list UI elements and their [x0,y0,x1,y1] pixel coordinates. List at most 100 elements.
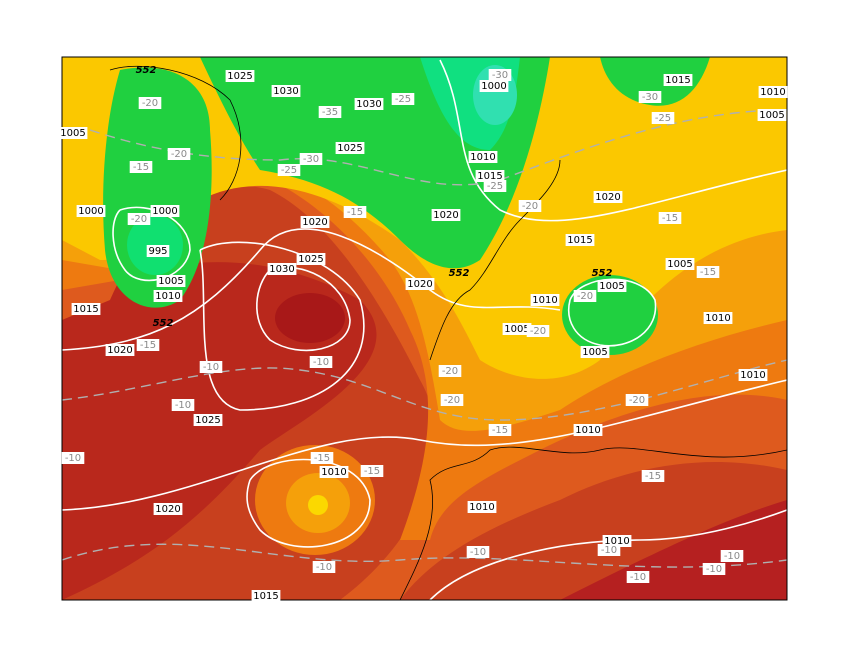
temperature-label-text: -10 [630,572,646,583]
pressure-label-box [703,312,733,324]
pressure-label-text: 1015 [567,235,592,246]
pressure-label: 1010 [573,424,603,436]
temperature-label: -20 [573,290,597,302]
temperature-label-text: -10 [313,357,329,368]
temperature-label-box [466,546,490,558]
temperature-label: -20 [138,97,162,109]
pressure-label-text: 1010 [321,467,346,478]
pressure-label-box [565,234,595,246]
pressure-label-text: 1020 [433,210,458,221]
pressure-label: 1030 [354,98,384,110]
pressure-label-text: 1010 [760,87,785,98]
pressure-label-text: 1005 [60,128,85,139]
coastline [109,65,242,201]
temperature-label-box [138,97,162,109]
pressure-label-text: 1015 [253,591,278,602]
temperature-label: -15 [310,452,334,464]
temperature-label: -15 [658,212,682,224]
pressure-label-box [335,142,365,154]
height-label-text: 552 [136,65,157,76]
pressure-label-text: 1020 [407,279,432,290]
temperature-label-box [61,452,85,464]
temperature-label: -10 [597,544,621,556]
isobar [568,278,657,347]
temperature-label: -20 [438,365,462,377]
temperature-label-text: -15 [700,267,716,278]
pressure-label: 1000 [479,80,509,92]
isobar [256,266,351,352]
temperature-label-box [318,106,342,118]
temperature-label-text: -20 [442,366,458,377]
isobar [439,59,787,222]
pressure-label-text: 1010 [155,291,180,302]
temperature-label: -15 [641,470,665,482]
pressure-label: 1030 [267,263,297,275]
pressure-label-box [738,369,768,381]
pressure-label-text: 1005 [667,259,692,270]
pressure-label: 1005 [597,280,627,292]
pressure-label: 1020 [431,209,461,221]
temperature-label-box [488,69,512,81]
pressure-label-box [663,74,693,86]
temperature-label: -30 [299,153,323,165]
pressure-label-box [251,590,281,602]
temperature-label-text: -15 [314,453,330,464]
pressure-label: 1010 [153,290,183,302]
temperature-label: -10 [61,452,85,464]
temperature-label-box [136,339,160,351]
pressure-label-box [271,85,301,97]
temperature-label: -10 [312,561,336,573]
pressure-label-box [153,290,183,302]
pressure-label-text: 1005 [582,347,607,358]
pressure-label-text: 1010 [575,425,600,436]
temperature-label-box [518,200,542,212]
pressure-label: 1005 [156,275,186,287]
pressure-label-text: 1020 [107,345,132,356]
pressure-label-box [530,294,560,306]
pressure-label-box [475,170,505,182]
pressure-label: 1020 [105,344,135,356]
isotherm [62,543,787,568]
temperature-label-box [658,212,682,224]
pressure-label-text: 1020 [302,217,327,228]
pressure-label: 1000 [150,205,180,217]
pressure-label-box [150,205,180,217]
temperature-label-text: -35 [322,107,338,118]
pressure-label: 1015 [475,170,505,182]
temperature-label: -10 [171,399,195,411]
pressure-label-text: 1000 [481,81,506,92]
pressure-label: 1010 [468,151,498,163]
pressure-label: 1010 [467,501,497,513]
pressure-label: 1015 [71,303,101,315]
temperature-label-text: -10 [724,551,740,562]
pressure-label-text: 1010 [740,370,765,381]
pressure-label-box [300,216,330,228]
temperature-label-text: -20 [131,214,147,225]
temperature-label-text: -30 [303,154,319,165]
pressure-label-text: 1010 [532,295,557,306]
temperature-label-text: -25 [395,94,411,105]
pressure-label-text: 1015 [73,304,98,315]
temperature-label: -10 [466,546,490,558]
temperature-label: -10 [720,550,744,562]
pressure-label-text: 1010 [469,502,494,513]
pressure-label: 1015 [251,590,281,602]
pressure-label-text: 1005 [599,281,624,292]
temperature-label-box [127,213,151,225]
pressure-label-text: 1000 [152,206,177,217]
temperature-label-box [129,161,153,173]
temperature-label-text: -30 [492,70,508,81]
temperature-label: -15 [129,161,153,173]
pressure-label-box [354,98,384,110]
field-green-ne [600,57,710,106]
temperature-label: -20 [526,325,550,337]
temperature-label-box [651,112,675,124]
temperature-label-text: -15 [133,162,149,173]
pressure-label-box [296,253,326,265]
temperature-label-text: -20 [444,395,460,406]
pressure-label: 1010 [319,466,349,478]
temperature-label: -30 [488,69,512,81]
temperature-label-text: -25 [281,165,297,176]
isobar [62,379,787,511]
